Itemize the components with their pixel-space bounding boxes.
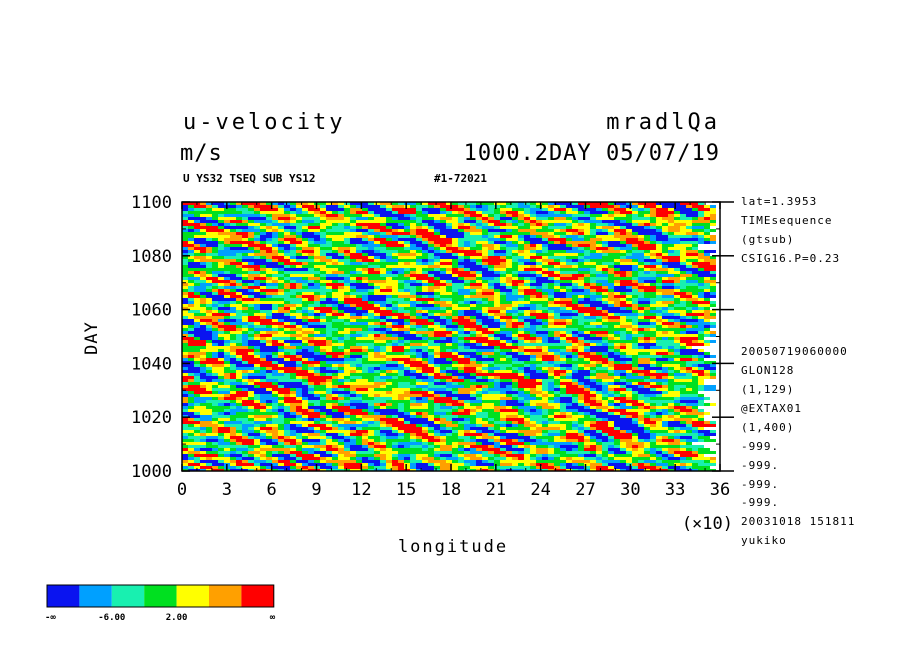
x-tick-label: 21 [486, 480, 506, 500]
variable-title: u-velocity [183, 110, 346, 135]
subtitle-right: #1-72021 [434, 172, 487, 185]
x-tick-label: 24 [530, 480, 550, 500]
x-tick-label: 0 [177, 480, 187, 500]
y-tick-label: 1100 [131, 193, 172, 213]
side-info-14: yukiko [741, 534, 787, 547]
x-tick-label: 18 [441, 480, 461, 500]
side-info-0: lat=1.3953 [741, 195, 818, 208]
side-info-13: 20031018 151811 [741, 515, 856, 528]
legend-swatch [79, 585, 112, 607]
legend-swatch [209, 585, 242, 607]
y-axis-title: DAY [82, 321, 102, 355]
side-info-12: -999. [741, 496, 780, 509]
legend-swatch [111, 585, 145, 607]
side-info-5: GLON128 [741, 364, 795, 377]
x-tick-label: 9 [311, 480, 321, 500]
x-tick-label: 3 [222, 480, 232, 500]
x-tick-label: 6 [267, 480, 277, 500]
side-info-10: -999. [741, 459, 780, 472]
y-tick-label: 1040 [131, 354, 172, 374]
side-info-6: (1,129) [741, 383, 795, 396]
x-tick-label: 33 [665, 480, 685, 500]
x-axis-title: longitude [398, 537, 508, 557]
side-info-8: (1,400) [741, 421, 795, 434]
legend-swatch [47, 585, 80, 607]
side-info-2: (gtsub) [741, 233, 795, 246]
time-label: 1000.2DAY 05/07/19 [463, 141, 720, 166]
y-tick-label: 1060 [131, 301, 172, 321]
x-axis-multiplier: (×10) [682, 514, 733, 534]
y-tick-label: 1000 [131, 462, 172, 482]
side-info-3: CSIG16.P=0.23 [741, 252, 841, 265]
y-tick-label: 1080 [131, 247, 172, 267]
x-tick-label: 27 [575, 480, 595, 500]
model-title: mradlQa [606, 110, 720, 135]
x-tick-label: 30 [620, 480, 640, 500]
legend-frame [46, 584, 275, 608]
y-tick-label: 1020 [131, 408, 172, 428]
legend-swatch [241, 585, 274, 607]
legend-swatch [144, 585, 177, 607]
units-label: m/s [180, 141, 223, 166]
subtitle-left: U YS32 TSEQ SUB YS12 [183, 172, 316, 185]
heatmap-field [182, 202, 716, 471]
legend-label: -∞ [45, 613, 56, 623]
legend-label: 2.00 [166, 613, 188, 623]
legend-label: -6.00 [98, 613, 125, 623]
legend-label: ∞ [270, 613, 276, 623]
x-tick-label: 12 [351, 480, 371, 500]
side-info-9: -999. [741, 440, 780, 453]
side-info-4: 20050719060000 [741, 345, 848, 358]
x-tick-label: 15 [396, 480, 416, 500]
legend-swatch [176, 585, 209, 607]
side-info-1: TIMEsequence [741, 214, 833, 227]
side-info-11: -999. [741, 478, 780, 491]
x-tick-label: 36 [710, 480, 730, 500]
side-info-7: @EXTAX01 [741, 402, 802, 415]
